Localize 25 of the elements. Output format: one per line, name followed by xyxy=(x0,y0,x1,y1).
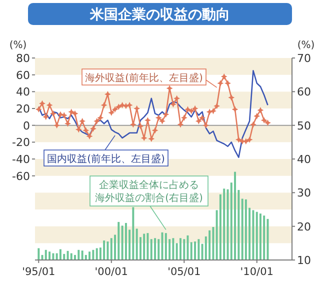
y-tick-label: 20 xyxy=(16,102,30,116)
y-tick-label: 60 xyxy=(16,68,30,82)
y-axis-title: (%) xyxy=(9,40,27,51)
x-tick-label: '10/01 xyxy=(240,266,274,278)
y-tick-label: 80 xyxy=(16,52,30,65)
y-tick-label: -20 xyxy=(12,136,30,150)
series-label: 企業収益全体に占める海外収益の割合(右目盛) xyxy=(95,179,203,204)
y2-tick-label: 20 xyxy=(297,220,311,234)
y-tick-label: -60 xyxy=(12,170,30,183)
y2-tick-label: 40 xyxy=(297,153,311,166)
chart-title: 米国企業の収益の動向 xyxy=(89,7,230,23)
x-tick-label: '05/01 xyxy=(168,266,201,278)
y-tick-label: 0 xyxy=(23,119,30,132)
series-label: 海外収益(前年比、左目盛) xyxy=(85,72,203,84)
y2-tick-label: 10 xyxy=(297,254,311,267)
x-tick-label: '95/01 xyxy=(22,266,56,278)
y2-tick-label: 50 xyxy=(297,119,311,132)
text: 国内収益(前年比、左目盛) xyxy=(47,153,165,165)
y2-axis-title: (%) xyxy=(297,40,315,51)
y-tick-label: -40 xyxy=(12,153,30,166)
y2-tick-label: 70 xyxy=(297,52,311,65)
y2-tick-label: 30 xyxy=(297,186,311,200)
y-tick-label: 40 xyxy=(16,86,30,99)
x-tick-label: '00/01 xyxy=(94,266,128,278)
y2-tick-label: 60 xyxy=(297,86,311,99)
